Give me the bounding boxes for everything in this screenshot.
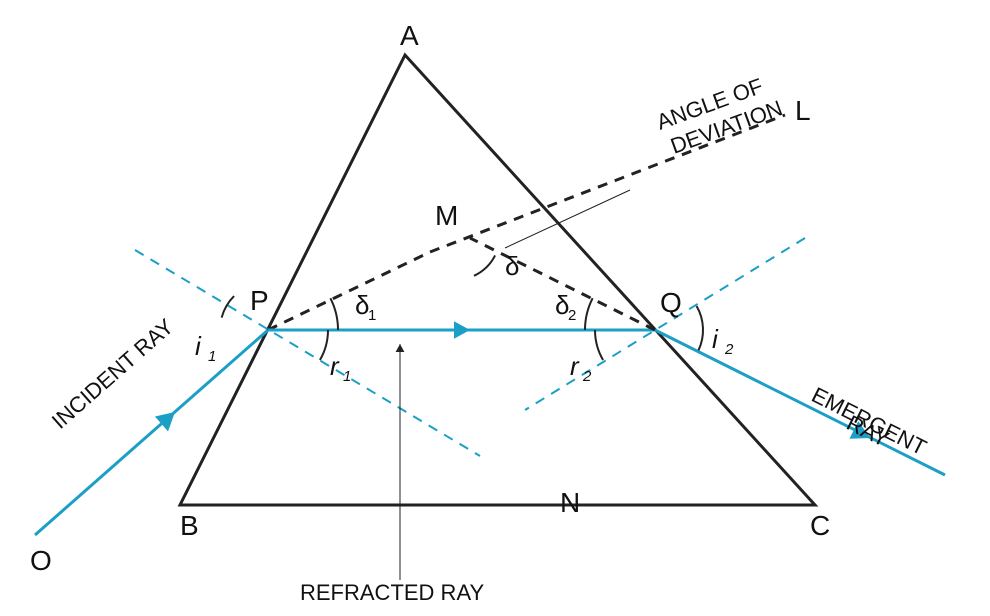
- label-refracted-ray: REFRACTED RAY: [300, 580, 484, 605]
- label-Q: Q: [660, 287, 682, 318]
- label-r2: r2: [570, 351, 592, 385]
- label-C: C: [810, 510, 830, 541]
- arc-i1: [222, 296, 234, 318]
- label-N: N: [560, 487, 580, 518]
- label-B: B: [180, 510, 199, 541]
- label: i: [712, 324, 719, 354]
- label: 1: [368, 307, 376, 324]
- label-i1: i1: [195, 331, 216, 365]
- label: 2: [724, 341, 734, 358]
- incident-extension: [268, 252, 430, 330]
- label-d2: δ2: [555, 290, 576, 324]
- label-P: P: [250, 285, 269, 316]
- label: r: [570, 351, 580, 381]
- arc-delta: [474, 255, 495, 275]
- label: 1: [208, 348, 216, 365]
- label: 2: [568, 307, 576, 324]
- label: r: [330, 351, 340, 381]
- label-i2: i2: [712, 324, 734, 358]
- arc-r1: [320, 330, 328, 360]
- label: 1: [343, 368, 351, 385]
- label-O: O: [30, 545, 52, 576]
- label: 2: [582, 368, 592, 385]
- label: i: [195, 331, 202, 361]
- label-A: A: [400, 20, 419, 51]
- label-L: L: [795, 95, 811, 126]
- label-d1: δ1: [355, 290, 376, 324]
- emergent-ray: [655, 330, 945, 475]
- arc-r2: [595, 330, 603, 360]
- label-M: M: [435, 200, 458, 231]
- label-delta: δ: [505, 251, 519, 281]
- arc-i2: [697, 306, 703, 350]
- prism-diagram: ABCPQOLMNi1i2r1r2δ1δ2δINCIDENT RAYEMERGE…: [0, 0, 990, 616]
- arc-d1: [330, 298, 338, 330]
- normal-P: [135, 250, 480, 456]
- arc-d2: [585, 298, 593, 330]
- label-r1: r1: [330, 351, 351, 385]
